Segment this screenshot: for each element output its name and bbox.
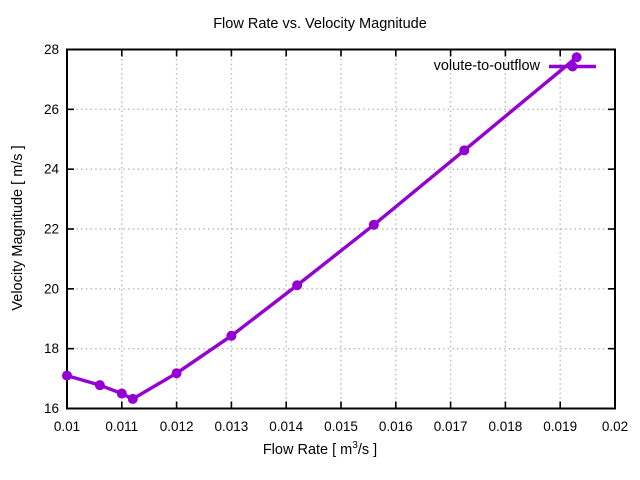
- data-point: [571, 52, 582, 63]
- data-line: [65, 55, 579, 401]
- x-tick-label: 0.014: [269, 419, 303, 434]
- x-tick-label: 0.01: [54, 419, 80, 434]
- x-axis-label-post: /s ]: [357, 442, 378, 458]
- x-tick-label: 0.019: [543, 419, 577, 434]
- y-tick-label: 28: [44, 42, 59, 57]
- x-tick-label: 0.012: [160, 419, 194, 434]
- chart-title: Flow Rate vs. Velocity Magnitude: [213, 16, 427, 32]
- x-axis-label-sup: 3: [352, 440, 358, 452]
- x-tick-label: 0.02: [602, 419, 628, 434]
- x-tick-label: 0.015: [324, 419, 358, 434]
- data-point: [226, 330, 237, 341]
- data-point: [62, 370, 72, 381]
- legend-sample-marker: [567, 61, 578, 72]
- y-tick-label: 22: [44, 222, 59, 237]
- x-tick-label: 0.013: [215, 419, 249, 434]
- y-tick-label: 18: [44, 341, 59, 356]
- y-tick-label: 24: [44, 162, 60, 177]
- x-axis-label-pre: Flow Rate [ m: [262, 442, 353, 458]
- x-tick-label: 0.017: [434, 419, 468, 434]
- data-point: [94, 380, 105, 391]
- data-point: [368, 219, 379, 230]
- x-tick-label: 0.018: [489, 419, 523, 434]
- legend-label: volute-to-outflow: [433, 58, 540, 74]
- y-tick-label: 20: [44, 281, 59, 296]
- data-point: [459, 145, 470, 156]
- x-tick-label: 0.016: [379, 419, 413, 434]
- data-point: [127, 393, 138, 404]
- y-tick-label: 16: [44, 401, 59, 416]
- data-point: [292, 280, 303, 291]
- x-tick-label: 0.011: [105, 419, 138, 434]
- data-point: [116, 388, 127, 399]
- data-point: [171, 368, 182, 379]
- x-axis-label: Flow Rate [ m3/s ]: [0, 440, 640, 458]
- y-tick-label: 26: [44, 102, 59, 117]
- y-axis-label: Velocity Magnitude [ m/s ]: [10, 145, 26, 311]
